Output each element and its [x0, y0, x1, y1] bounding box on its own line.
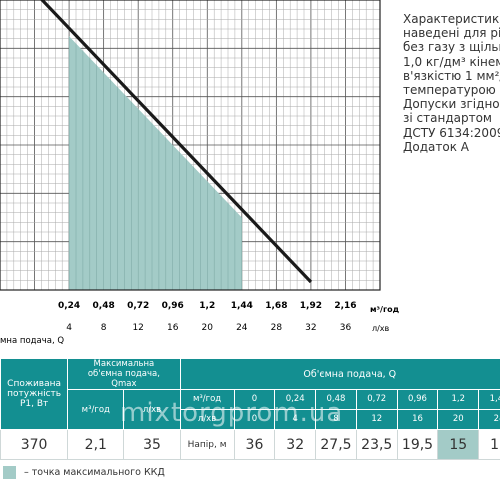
- flow-m3-0: 0: [234, 390, 275, 410]
- head-value-6: 11: [478, 429, 500, 460]
- flow-m3-5: 1,2: [438, 390, 479, 410]
- x-tick-bottom-3: 16: [167, 323, 179, 333]
- max-efficiency-region: [69, 36, 242, 290]
- x-tick-top-8: 2,16: [334, 301, 356, 311]
- pump-data-table: Споживана потужність P1, Вт Максимальна …: [0, 358, 500, 460]
- head-value-4: 19,5: [396, 429, 439, 460]
- characteristics-note: Характеристики наведені для рід без газу…: [403, 12, 500, 154]
- x-axis-unit-lmin: л/хв: [372, 324, 390, 333]
- flow-lmin-4: 16: [412, 414, 423, 424]
- x-tick-top-5: 1,44: [231, 301, 253, 311]
- flow-m3-3: 0,72: [356, 390, 397, 410]
- flow-m3-6: 1,44: [479, 390, 500, 410]
- power-value: 370: [0, 429, 69, 460]
- qmax-lmin-value: 35: [123, 429, 181, 460]
- flow-m3-1: 0,24: [275, 390, 316, 410]
- x-tick-top-6: 1,68: [265, 301, 287, 311]
- chart-grid-overlay: [68, 36, 243, 290]
- x-tick-top-7: 1,92: [300, 301, 322, 311]
- flow-lmin-0: 0: [251, 414, 258, 424]
- legend-swatch: [3, 466, 16, 479]
- legend-text: – точка максимального ККД: [24, 467, 165, 478]
- head-value-1: 32: [274, 429, 317, 460]
- x-tick-bottom-6: 28: [271, 323, 283, 333]
- flow-header: Об'ємна подача, Q: [179, 358, 500, 390]
- flow-m3-4: 0,96: [397, 390, 438, 410]
- x-tick-bottom-1: 8: [101, 323, 107, 333]
- flow-unit-m3: м³/год: [180, 390, 234, 410]
- x-tick-top-4: 1,2: [199, 301, 215, 311]
- x-tick-bottom-4: 20: [202, 323, 214, 333]
- x-axis-unit-m3h: м³/год: [370, 305, 400, 314]
- head-value-5: 15: [437, 429, 480, 460]
- flow-m3-2: 0,48: [316, 390, 356, 410]
- head-value-2: 27,5: [315, 429, 357, 460]
- flow-lmin-6: 24: [493, 414, 500, 424]
- x-tick-bottom-5: 24: [236, 323, 248, 333]
- head-value-3: 23,5: [355, 429, 398, 460]
- qmax-header: Максимальна об'ємна подача, Qmax: [67, 358, 181, 390]
- flow-unit-lmin: л/хв: [197, 414, 217, 424]
- head-curve: [39, 0, 313, 284]
- x-tick-bottom-0: 4: [66, 323, 72, 333]
- qmax-m3-value: 2,1: [67, 429, 125, 460]
- flow-lmin-3: 12: [371, 414, 383, 424]
- x-tick-bottom-8: 36: [340, 323, 352, 333]
- x-axis-label: мна подача, Q: [0, 336, 64, 346]
- head-label: Напір, м: [179, 429, 235, 460]
- flow-lmin-5: 20: [452, 414, 464, 424]
- qmax-unit-m3: м³/год: [67, 389, 125, 430]
- x-tick-top-1: 0,48: [93, 301, 115, 311]
- x-tick-top-2: 0,72: [127, 301, 149, 311]
- flow-lmin-1: 4: [292, 414, 298, 424]
- x-tick-bottom-2: 12: [132, 323, 143, 333]
- x-tick-top-3: 0,96: [162, 301, 184, 311]
- plot-frame: [0, 0, 381, 291]
- x-tick-bottom-7: 32: [305, 323, 316, 333]
- qmax-unit-lmin: л/хв: [123, 389, 181, 430]
- flow-lmin-2: 8: [333, 414, 339, 424]
- pump-characteristic-chart: 0,24 0,48 0,72 0,96 1,2 1,44 1,68 1,92 2,16 4 8 12…: [0, 0, 400, 346]
- x-tick-top-0: 0,24: [58, 301, 80, 311]
- power-header: Споживана потужність P1, Вт: [0, 358, 69, 430]
- head-value-0: 36: [233, 429, 276, 460]
